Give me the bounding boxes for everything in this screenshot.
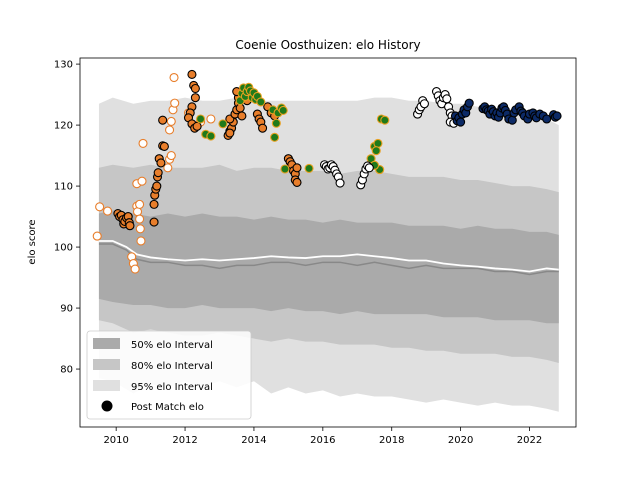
post-match-point <box>292 163 302 173</box>
legend-label-95: 95% elo Interval <box>131 382 213 393</box>
post-match-point <box>132 207 143 217</box>
post-match-point <box>507 115 517 125</box>
y-tick-label: 90 <box>60 304 73 315</box>
elo-lines <box>98 240 559 276</box>
post-match-point <box>103 206 113 216</box>
chart-title: Coenie Oosthuizen: elo History <box>235 38 420 52</box>
post-match-point <box>552 111 562 121</box>
legend: 50% elo Interval 80% elo Interval 95% el… <box>86 330 252 420</box>
post-match-point <box>371 146 381 156</box>
post-match-point <box>304 163 314 173</box>
post-match-point <box>364 163 374 173</box>
post-match-point <box>138 138 148 148</box>
post-match-point <box>206 114 216 124</box>
legend-swatch-50 <box>93 338 120 349</box>
post-match-point <box>169 72 179 83</box>
post-match-point <box>190 83 200 94</box>
post-match-point <box>196 114 206 124</box>
post-match-point <box>166 151 176 161</box>
post-match-point <box>156 158 166 168</box>
legend-box <box>86 330 252 420</box>
legend-label-post-match: Post Match elo <box>131 402 204 413</box>
post-match-point <box>373 138 383 148</box>
x-tick-label: 2012 <box>172 435 197 446</box>
post-match-point <box>149 199 159 209</box>
post-match-point <box>163 163 173 173</box>
post-match-point <box>149 217 159 227</box>
post-match-point <box>237 111 247 121</box>
post-match-point <box>130 264 140 274</box>
median-elo-line <box>98 243 559 276</box>
post-match-point <box>206 131 216 141</box>
post-match-point <box>270 132 280 142</box>
post-match-point <box>135 224 145 234</box>
post-match-point <box>95 202 105 212</box>
x-tick-label: 2010 <box>103 435 128 446</box>
post-match-point <box>135 214 145 224</box>
post-match-point <box>464 98 474 108</box>
x-tick-label: 2018 <box>379 435 404 446</box>
y-tick-label: 100 <box>54 243 73 254</box>
y-tick-label: 80 <box>60 365 73 376</box>
legend-swatch-80 <box>93 359 120 370</box>
post-match-point <box>158 115 168 125</box>
post-match-point <box>542 114 552 124</box>
post-match-point <box>187 69 197 80</box>
post-match-point <box>380 115 390 125</box>
post-match-point <box>165 125 175 135</box>
y-tick-label: 130 <box>54 60 73 71</box>
y-tick-label: 110 <box>54 182 73 193</box>
post-match-point <box>419 99 429 109</box>
post-match-point <box>192 121 202 131</box>
y-tick-label: 120 <box>54 121 73 132</box>
y-axis-label: elo score <box>27 219 38 264</box>
post-match-point <box>190 93 200 103</box>
x-tick-label: 2022 <box>517 435 542 446</box>
x-axis-ticks: 2010 2012 2014 2016 2018 2020 2022 <box>103 427 542 446</box>
post-match-point <box>135 199 145 209</box>
plot-frame <box>79 57 577 428</box>
post-match-point <box>125 221 135 231</box>
post-match-points <box>92 69 562 274</box>
post-match-point <box>152 181 162 191</box>
post-match-point <box>278 105 288 115</box>
post-match-point <box>442 94 452 104</box>
post-match-point <box>292 177 302 187</box>
post-match-point <box>92 231 102 241</box>
legend-label-80: 80% elo Interval <box>131 361 213 372</box>
post-match-point <box>280 164 290 174</box>
post-match-point <box>225 128 235 138</box>
post-match-point <box>137 176 147 186</box>
post-match-point <box>136 236 146 246</box>
post-match-point <box>271 118 281 128</box>
post-match-point <box>256 97 266 107</box>
legend-swatch-95 <box>93 380 120 391</box>
x-tick-label: 2014 <box>241 435 266 446</box>
x-tick-label: 2020 <box>448 435 473 446</box>
post-match-point <box>159 141 169 151</box>
x-tick-label: 2016 <box>310 435 335 446</box>
post-match-point <box>456 117 466 127</box>
post-match-point <box>153 168 163 178</box>
post-match-point <box>170 98 180 108</box>
y-axis-ticks: 80 90 100 110 120 130 <box>54 60 80 376</box>
post-match-point <box>335 178 345 188</box>
band-50 <box>98 210 559 324</box>
post-match-point <box>258 123 268 133</box>
legend-marker-post-match <box>101 400 113 412</box>
legend-label-50: 50% elo Interval <box>131 340 213 351</box>
post-match-point <box>218 119 228 129</box>
post-match-point <box>166 116 176 126</box>
mean-elo-line <box>98 240 559 273</box>
